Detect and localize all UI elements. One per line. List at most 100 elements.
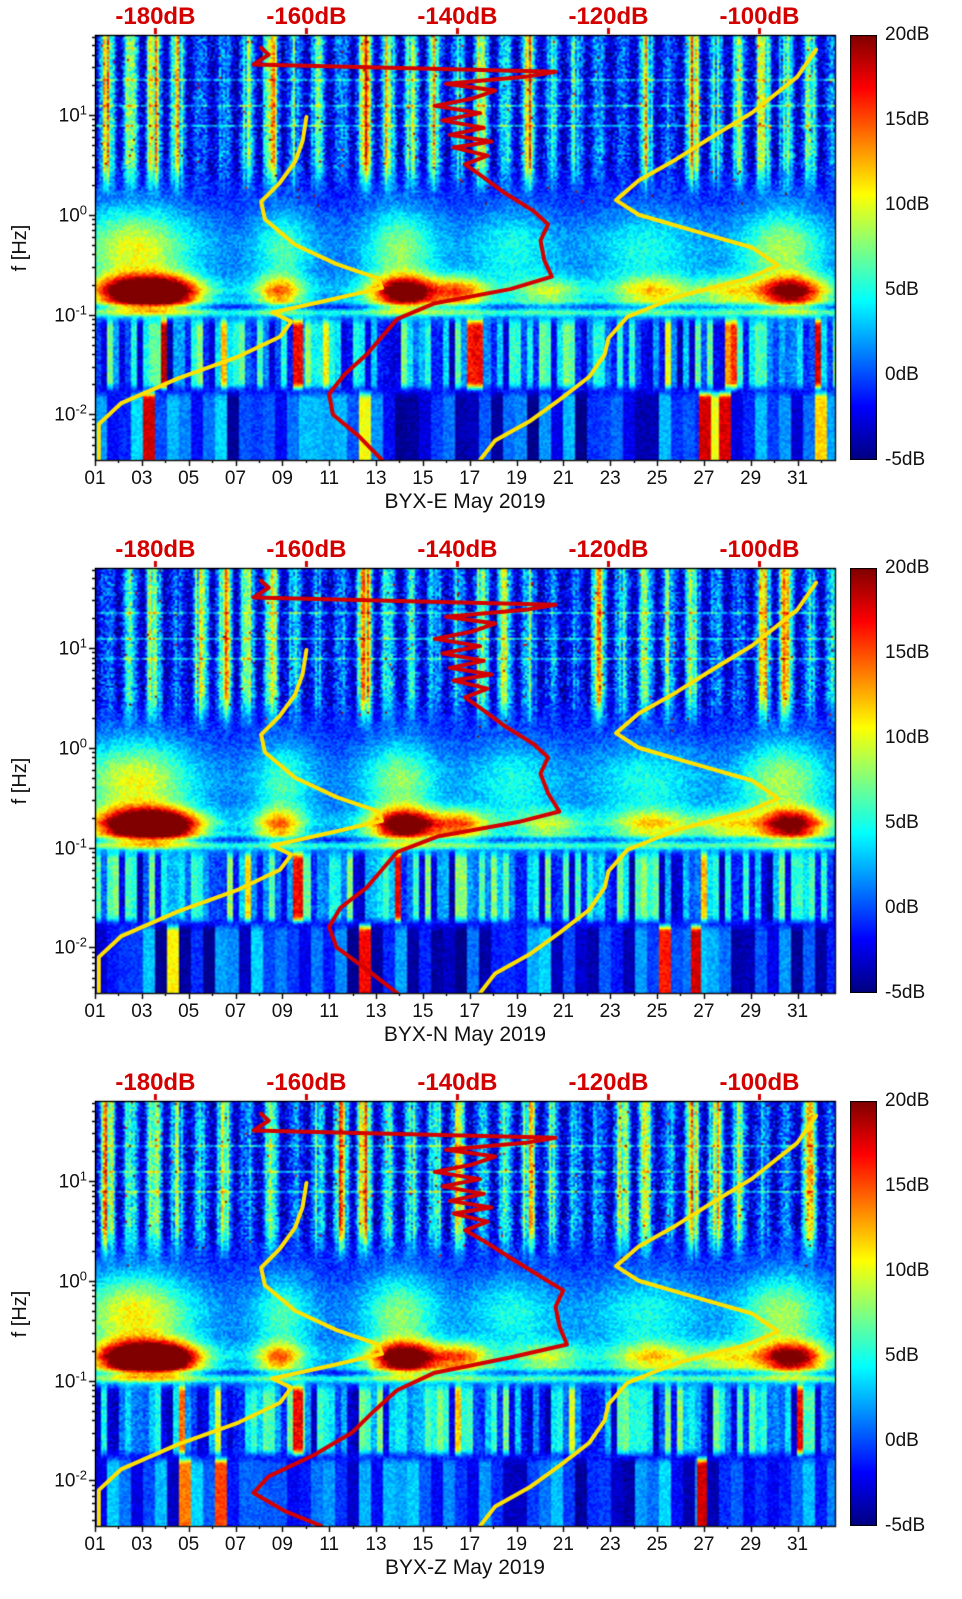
colorbar-tick-label: 5dB [885,812,919,833]
x-tick-label: 07 [224,1534,247,1555]
x-tick-label: 15 [412,468,434,489]
y-axis-title: f [Hz] [9,757,31,805]
x-axis-title: BYX-Z May 2019 [385,1556,545,1579]
top-axis-tick-label: -120dB [568,3,649,30]
x-tick-label: 05 [178,468,200,489]
x-tick-label: 17 [459,468,481,489]
top-axis-tick-label: -140dB [417,1069,498,1096]
x-tick-label: 21 [552,468,574,489]
x-axis-title: BYX-N May 2019 [383,1023,547,1046]
x-tick-label: 09 [271,1534,293,1555]
x-tick-label: 19 [505,1001,528,1022]
top-axis-tick-label: -180dB [115,536,196,563]
y-tick-label: 10-1 [54,301,87,327]
spectrogram-heatmap [95,1101,835,1526]
x-tick-label: 01 [84,1534,106,1555]
spectrogram-panel: -180dB -160dB -140dB -120dB -100dB 101 100 10-… [0,1066,962,1599]
x-tick-label: 29 [740,1534,762,1555]
x-tick-label: 19 [505,468,528,489]
colorbar-tick-label: 5dB [885,279,919,300]
x-tick-label: 25 [646,468,668,489]
y-tick-label: 10-1 [54,1367,87,1393]
x-tick-label: 03 [131,1534,153,1555]
colorbar-tick-label: 20dB [885,24,930,45]
x-tick-label: 05 [178,1001,200,1022]
x-tick-label: 19 [505,1534,528,1555]
colorbar-tick-label: 0dB [885,897,919,918]
x-tick-label: 15 [412,1534,434,1555]
colorbar [850,568,877,993]
colorbar-tick-label: 20dB [885,1090,930,1111]
top-axis-tick-label: -160dB [266,536,347,563]
colorbar [850,1101,877,1526]
y-tick-label: 100 [58,1268,87,1293]
x-tick-label: 25 [646,1534,668,1555]
y-tick-label: 10-2 [54,934,87,960]
y-tick-label: 101 [58,635,87,660]
colorbar-tick-label: 10dB [885,727,930,748]
x-tick-label: 11 [319,1001,340,1022]
top-axis-tick-label: -140dB [417,3,498,30]
colorbar-tick-label: 5dB [885,1345,919,1366]
x-tick-label: 21 [552,1001,574,1022]
x-tick-label: 17 [459,1001,481,1022]
y-tick-label: 100 [58,202,87,227]
x-tick-label: 23 [599,468,621,489]
y-tick-label: 101 [58,102,87,127]
x-tick-label: 25 [646,1001,668,1022]
colorbar-tick-label: 0dB [885,364,919,385]
x-tick-label: 27 [693,1001,715,1022]
x-tick-label: 11 [319,468,340,489]
x-tick-label: 05 [178,1534,200,1555]
top-axis-tick-label: -180dB [115,3,196,30]
y-axis-title: f [Hz] [9,224,31,272]
spectrogram-panel: -180dB -160dB -140dB -120dB -100dB 101 100 10-… [0,533,962,1066]
x-tick-label: 09 [271,1001,293,1022]
colorbar-tick-label: 15dB [885,1175,930,1196]
top-axis-tick-label: -160dB [266,1069,347,1096]
top-axis-tick-label: -160dB [266,3,347,30]
y-tick-label: 100 [58,735,87,760]
y-tick-label: 10-1 [54,834,87,860]
top-axis-tick-label: -180dB [115,1069,196,1096]
x-tick-label: 31 [786,468,809,489]
x-tick-label: 09 [271,468,293,489]
x-tick-label: 27 [693,1534,715,1555]
colorbar-tick-label: 10dB [885,194,930,215]
spectrogram-heatmap [95,35,835,460]
top-axis-tick-label: -140dB [417,536,498,563]
colorbar-tick-label: 20dB [885,557,930,578]
x-tick-label: 29 [740,468,762,489]
y-tick-label: 10-2 [54,1467,87,1493]
x-tick-label: 31 [786,1534,809,1555]
top-axis-tick-label: -100dB [719,3,800,30]
x-tick-label: 23 [599,1001,621,1022]
x-tick-label: 01 [84,468,106,489]
colorbar-tick-label: 10dB [885,1260,930,1281]
x-tick-label: 27 [693,468,715,489]
top-axis-tick-label: -120dB [568,536,649,563]
colorbar-tick-label: 0dB [885,1430,919,1451]
x-tick-label: 01 [84,1001,106,1022]
top-axis-tick-label: -100dB [719,1069,800,1096]
colorbar-tick-label: 15dB [885,642,930,663]
colorbar-tick-label: -5dB [885,982,926,1003]
y-axis-title: f [Hz] [9,1290,31,1338]
y-tick-label: 10-2 [54,401,87,427]
x-tick-label: 29 [740,1001,762,1022]
x-tick-label: 15 [412,1001,434,1022]
spectrogram-panel: -180dB -160dB -140dB -120dB -100dB 101 100 10-… [0,0,962,533]
colorbar-tick-label: -5dB [885,449,926,470]
x-tick-label: 21 [552,1534,574,1555]
x-tick-label: 13 [365,1001,387,1022]
colorbar [850,35,877,460]
top-axis-tick-label: -120dB [568,1069,649,1096]
x-tick-label: 07 [224,1001,247,1022]
x-tick-label: 03 [131,1001,153,1022]
y-tick-label: 101 [58,1168,87,1193]
x-tick-label: 03 [131,468,153,489]
x-tick-label: 17 [459,1534,481,1555]
x-tick-label: 31 [786,1001,809,1022]
x-tick-label: 11 [319,1534,340,1555]
